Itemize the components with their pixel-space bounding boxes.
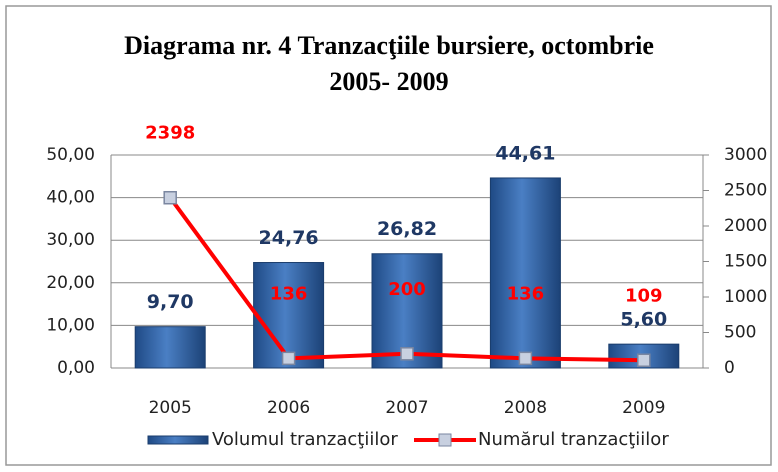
bar-value-label: 24,76 [259, 227, 319, 249]
x-tick-label: 2009 [622, 398, 665, 418]
x-tick-label: 2006 [267, 398, 310, 418]
chart-title: Diagrama nr. 4 Tranzacţiile bursiere, oc… [124, 31, 654, 96]
x-tick-label: 2005 [149, 398, 192, 418]
line-value-label: 2398 [145, 123, 195, 144]
y-tick-label: 10,00 [46, 315, 95, 335]
y-tick-label: 40,00 [46, 188, 95, 208]
bar-value-label: 26,82 [377, 218, 437, 240]
legend-swatch [147, 435, 209, 445]
legend-marker [438, 433, 452, 447]
y2-tick-label: 1000 [724, 287, 767, 307]
line-value-label: 136 [507, 283, 545, 304]
bar [253, 262, 325, 369]
x-tick-label: 2008 [504, 398, 547, 418]
y-tick-label: 0,00 [57, 358, 95, 378]
y2-tick-label: 2500 [724, 181, 767, 201]
chart-border [5, 5, 772, 466]
bar [134, 326, 206, 369]
y2-tick-label: 2000 [724, 216, 767, 236]
line-value-label: 136 [270, 283, 308, 304]
line-marker [163, 190, 177, 205]
line-marker [637, 353, 651, 368]
line-marker [281, 351, 296, 366]
y2-tick-label: 1500 [724, 252, 767, 272]
line-marker [400, 347, 414, 361]
y-tick-label: 50,00 [46, 145, 95, 165]
bar-value-label: 44,61 [495, 142, 555, 164]
y-tick-label: 20,00 [46, 273, 95, 293]
y2-tick-label: 500 [724, 323, 756, 343]
x-tick-label: 2007 [385, 398, 428, 418]
bar-value-label: 9,70 [147, 291, 194, 313]
y-tick-label: 30,00 [46, 230, 95, 250]
legend-label: Volumul tranzacţiilor [212, 429, 398, 450]
line-marker [518, 351, 533, 366]
bar-value-label: 5,60 [620, 309, 667, 331]
y2-tick-label: 3000 [724, 145, 767, 165]
line-value-label: 200 [388, 279, 426, 300]
legend-label: Numărul tranzacţiilor [478, 429, 669, 450]
bar [489, 177, 561, 369]
line-value-label: 109 [625, 285, 663, 306]
y2-tick-label: 0 [724, 358, 735, 378]
